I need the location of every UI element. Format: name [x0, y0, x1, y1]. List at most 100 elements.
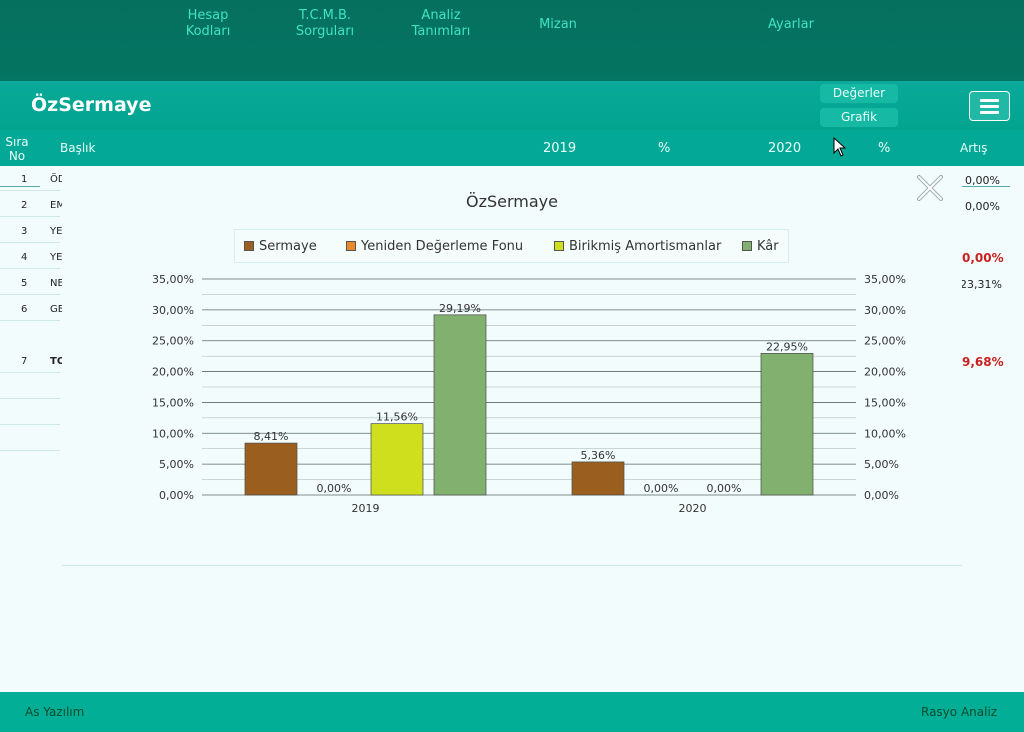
row-divider	[0, 450, 60, 451]
nav-hesap-kodlari[interactable]: Hesap Kodları	[178, 8, 238, 40]
row-1-artis-underline	[962, 171, 1010, 187]
y-tick-label-left: 5,00%	[159, 458, 194, 471]
table-row-artis: 0,00%	[965, 174, 1000, 187]
bar-chart: 0,00% 0,00% 5,00% 5,00% 10,00% 10,00% 15,00% 15…	[152, 273, 906, 515]
table-row-title[interactable]: NE	[50, 278, 64, 289]
y-tick-label-left: 10,00%	[152, 427, 194, 440]
table-row-no: 3	[21, 226, 28, 237]
bar	[433, 314, 487, 496]
table-row-no: 1	[21, 174, 28, 185]
header-2019: 2019	[543, 141, 577, 156]
row-divider	[0, 216, 60, 217]
table-row-no: 7	[21, 356, 28, 367]
top-navigation: Hesap Kodları T.C.M.B. Sorguları Analiz …	[0, 0, 1024, 81]
table-row-no: 6	[21, 304, 28, 315]
header-percent-2019: %	[658, 141, 671, 156]
table-row-no: 4	[21, 252, 28, 263]
legend-label: Sermaye	[259, 239, 317, 254]
table-header: Sıra No Başlık 2019 % 2020 % Artış	[0, 130, 1024, 166]
header-label: Sıra	[5, 135, 29, 149]
x-tick-label: 2019	[352, 502, 380, 515]
nav-ayarlar[interactable]: Ayarlar	[760, 17, 822, 33]
close-icon[interactable]	[916, 174, 944, 202]
legend-item-yeniden-degerleme[interactable]: Yeniden Değerleme Fonu	[346, 239, 523, 254]
bar	[571, 461, 625, 496]
hamburger-icon	[980, 99, 999, 114]
chart-modal: ÖzSermaye Sermaye Yeniden Değerleme Fonu…	[62, 166, 962, 566]
nav-label: Kodları	[185, 24, 231, 39]
nav-label: Mizan	[539, 17, 577, 32]
nav-analiz-tanimlari[interactable]: Analiz Tanımları	[406, 8, 476, 40]
values-view-button[interactable]: Değerler	[820, 84, 898, 103]
bar-data-label: 0,00%	[644, 482, 679, 495]
nav-label: Ayarlar	[768, 17, 814, 32]
y-tick-label-right: 10,00%	[864, 427, 906, 440]
table-row-no: 2	[21, 200, 28, 211]
table-row-title[interactable]: EM	[50, 200, 65, 211]
bar-data-label: 8,41%	[254, 430, 289, 443]
chart-view-button[interactable]: Grafik	[820, 108, 898, 127]
header-2020: 2020	[768, 141, 802, 156]
legend-label: Birikmiş Amortismanlar	[569, 239, 722, 254]
table-row-artis: 0,00%	[962, 251, 1004, 265]
y-tick-label-left: 20,00%	[152, 366, 194, 379]
row-divider	[0, 320, 60, 321]
mouse-cursor-icon	[833, 137, 847, 157]
table-row-title[interactable]: ÖD	[50, 174, 66, 185]
y-tick-label-right: 25,00%	[864, 335, 906, 348]
table-row-title[interactable]: YE	[50, 252, 63, 263]
header-baslik: Başlık	[60, 141, 96, 155]
y-tick-label-right: 5,00%	[864, 458, 899, 471]
row-divider	[0, 294, 60, 295]
header-percent-2020: %	[878, 141, 891, 156]
table-row-title[interactable]: YE	[50, 226, 63, 237]
row-1-underline	[0, 171, 40, 187]
legend-item-birikmis[interactable]: Birikmiş Amortismanlar	[554, 239, 721, 254]
legend-item-kar[interactable]: Kâr	[742, 239, 779, 254]
legend-item-sermaye[interactable]: Sermaye	[244, 239, 317, 254]
chart-legend: Sermaye Yeniden Değerleme Fonu Birikmiş …	[234, 229, 789, 263]
bar	[760, 353, 814, 496]
y-tick-label-right: 35,00%	[864, 273, 906, 286]
x-tick-label: 2020	[679, 502, 707, 515]
nav-label: T.C.M.B.	[298, 8, 352, 23]
y-tick-label-left: 15,00%	[152, 396, 194, 409]
y-tick-label-left: 0,00%	[159, 489, 194, 502]
legend-label: Kâr	[757, 239, 779, 254]
nav-label: Analiz	[421, 8, 461, 23]
footer-company: As Yazılım	[25, 705, 85, 719]
legend-swatch	[554, 241, 564, 251]
nav-label: Hesap	[187, 8, 229, 23]
title-bar: ÖzSermaye Değerler Grafik	[0, 81, 1024, 130]
row-divider	[0, 424, 60, 425]
legend-label: Yeniden Değerleme Fonu	[361, 239, 524, 254]
row-divider	[0, 398, 60, 399]
header-artis: Artış	[960, 141, 988, 155]
bar-data-label: 22,95%	[766, 340, 808, 353]
nav-mizan[interactable]: Mizan	[530, 17, 586, 33]
legend-swatch	[346, 241, 356, 251]
bar	[370, 423, 424, 496]
table-row-title[interactable]: TO	[50, 356, 66, 367]
table-row-no: 5	[21, 278, 28, 289]
bar-data-label: 29,19%	[439, 302, 481, 315]
y-tick-label-right: 20,00%	[864, 366, 906, 379]
table-row-artis: 0,00%	[965, 200, 1000, 213]
y-tick-label-left: 30,00%	[152, 304, 194, 317]
row-divider	[0, 372, 60, 373]
header-sira-no: Sıra No	[5, 135, 29, 163]
table-row-title[interactable]: GE	[50, 304, 65, 315]
table-row-artis: 9,68%	[962, 355, 1004, 369]
footer: As Yazılım Rasyo Analiz	[0, 692, 1024, 732]
hamburger-menu-button[interactable]	[969, 91, 1010, 121]
table-row-artis: 23,31%	[960, 278, 1002, 291]
row-divider	[0, 268, 60, 269]
y-tick-label-right: 30,00%	[864, 304, 906, 317]
bar-data-label: 11,56%	[376, 411, 418, 424]
nav-tcmb-sorgulari[interactable]: T.C.M.B. Sorguları	[288, 8, 362, 40]
row-divider	[0, 190, 60, 191]
nav-label: Sorguları	[295, 24, 355, 39]
bar-data-label: 0,00%	[707, 482, 742, 495]
legend-swatch	[244, 241, 254, 251]
legend-swatch	[742, 241, 752, 251]
